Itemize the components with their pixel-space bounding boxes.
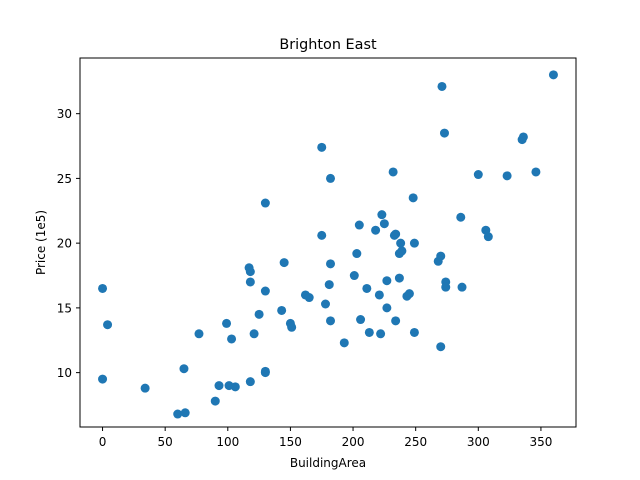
data-point — [326, 259, 336, 269]
data-point — [548, 70, 558, 80]
data-point — [222, 318, 232, 328]
chart-title: Brighton East — [279, 37, 377, 53]
data-point — [317, 230, 327, 240]
data-point — [436, 342, 446, 352]
y-tick-label: 25 — [57, 172, 72, 186]
x-tick-label: 150 — [279, 435, 302, 449]
data-point — [518, 132, 528, 142]
data-point — [326, 173, 336, 183]
data-point — [173, 409, 183, 419]
data-point — [396, 238, 406, 248]
x-tick-label: 100 — [216, 435, 239, 449]
data-point — [473, 170, 483, 180]
data-point — [391, 229, 401, 239]
data-point — [324, 280, 334, 290]
data-point — [230, 382, 240, 392]
data-point — [388, 167, 398, 177]
y-tick-label: 20 — [57, 237, 72, 251]
y-tick-label: 10 — [57, 366, 72, 380]
data-point — [374, 290, 384, 300]
data-point — [531, 167, 541, 177]
data-point — [103, 320, 113, 330]
data-point — [254, 309, 264, 319]
data-point — [277, 305, 287, 315]
data-point — [180, 408, 190, 418]
points-layer — [98, 70, 558, 419]
x-tick-label: 250 — [404, 435, 427, 449]
data-point — [304, 293, 314, 303]
data-point — [98, 283, 108, 293]
x-tick-label: 300 — [467, 435, 490, 449]
y-axis-label: Price (1e5) — [34, 210, 48, 275]
data-point — [409, 238, 419, 248]
data-point — [362, 283, 372, 293]
data-point — [437, 81, 447, 91]
x-axis: 0 50 100 150 200 250 300 350 — [99, 427, 552, 449]
data-point — [194, 329, 204, 339]
data-point — [140, 383, 150, 393]
data-point — [394, 273, 404, 283]
data-point — [260, 366, 270, 376]
data-point — [245, 267, 255, 277]
data-point — [326, 316, 336, 326]
x-tick-label: 200 — [342, 435, 365, 449]
data-point — [382, 276, 392, 286]
data-point — [260, 286, 270, 296]
data-point — [377, 210, 387, 220]
data-point — [279, 258, 289, 268]
data-point — [245, 277, 255, 287]
data-point — [349, 271, 359, 281]
data-point — [391, 316, 401, 326]
x-axis-label: BuildingArea — [290, 456, 366, 470]
data-point — [397, 246, 407, 256]
data-point — [210, 396, 220, 406]
data-point — [502, 171, 512, 181]
data-point — [456, 212, 466, 222]
data-point — [287, 322, 297, 332]
y-tick-label: 15 — [57, 301, 72, 315]
data-point — [245, 377, 255, 387]
data-point — [457, 282, 467, 292]
y-axis: 10 15 20 25 30 — [57, 107, 80, 380]
data-point — [339, 338, 349, 348]
data-point — [404, 289, 414, 299]
data-point — [408, 193, 418, 203]
data-point — [439, 128, 449, 138]
x-tick-label: 350 — [529, 435, 552, 449]
data-point — [227, 334, 237, 344]
data-point — [179, 364, 189, 374]
data-point — [214, 381, 224, 391]
data-point — [98, 374, 108, 384]
data-point — [260, 198, 270, 208]
plot-frame — [79, 57, 577, 428]
data-point — [379, 219, 389, 229]
data-point — [436, 251, 446, 261]
data-point — [376, 329, 386, 339]
data-point — [382, 303, 392, 313]
data-point — [317, 142, 327, 152]
data-point — [441, 282, 451, 292]
data-point — [483, 232, 493, 242]
data-point — [364, 327, 374, 337]
data-point — [409, 327, 419, 337]
data-point — [371, 225, 381, 235]
data-point — [320, 299, 330, 309]
x-tick-label: 0 — [99, 435, 107, 449]
data-point — [352, 249, 362, 259]
data-point — [356, 315, 366, 325]
y-tick-label: 30 — [57, 107, 72, 121]
x-tick-label: 50 — [158, 435, 173, 449]
data-point — [354, 220, 364, 230]
data-point — [249, 329, 259, 339]
